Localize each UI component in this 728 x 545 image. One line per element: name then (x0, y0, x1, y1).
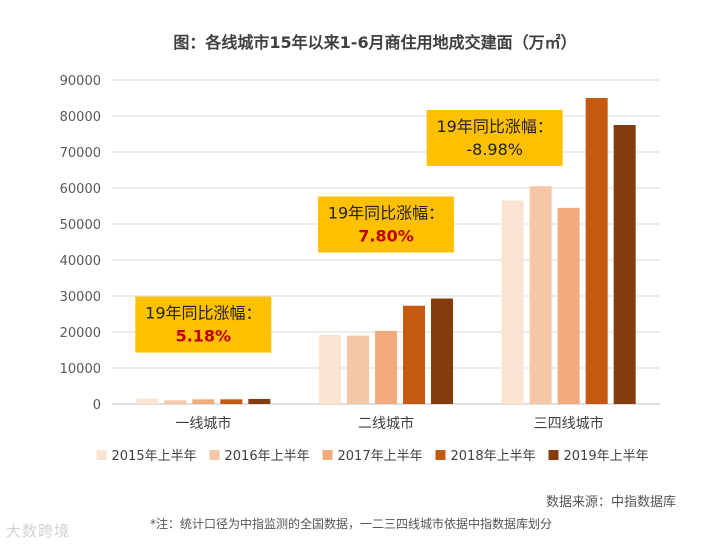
legend-swatch (548, 450, 559, 460)
annotation-label: 19年同比涨幅： (328, 204, 444, 223)
legend-item: 2016年上半年 (209, 449, 310, 464)
legend-item: 2019年上半年 (548, 449, 649, 464)
annotation-value: 7.80% (358, 227, 414, 246)
annotation-label: 19年同比涨幅： (145, 304, 261, 323)
x-tick-label: 一线城市 (175, 415, 231, 432)
annotation-box: 19年同比涨幅： 5.18% (135, 296, 272, 353)
y-tick-label: 0 (93, 398, 101, 413)
legend-item: 2018年上半年 (435, 449, 536, 464)
watermark: 大数跨境 (6, 522, 71, 540)
bar (375, 330, 397, 404)
bar (347, 335, 369, 404)
legend-swatch (435, 450, 446, 460)
y-tick-label: 50000 (60, 218, 101, 233)
legend-label: 2019年上半年 (564, 449, 649, 464)
annotation-value: -8.98% (466, 140, 523, 159)
x-axis-ticks: 一线城市 二线城市 三四线城市 (175, 415, 603, 432)
legend-label: 2018年上半年 (451, 449, 536, 464)
bars (136, 98, 636, 404)
y-tick-label: 30000 (60, 290, 101, 305)
y-tick-label: 60000 (60, 182, 101, 197)
bar (501, 200, 524, 404)
bar (529, 186, 552, 404)
legend-swatch (322, 450, 333, 460)
legend-item: 2015年上半年 (96, 449, 197, 464)
legend-swatch (96, 450, 107, 460)
annotation-box: 19年同比涨幅： 7.80% (318, 196, 454, 253)
legend: 2015年上半年 2016年上半年 2017年上半年 2018年上半年 2019年上半年 (96, 449, 649, 464)
legend-label: 2016年上半年 (225, 449, 310, 464)
y-tick-label: 20000 (60, 326, 101, 341)
y-tick-label: 80000 (60, 110, 101, 125)
y-tick-label: 70000 (60, 146, 101, 161)
bar (403, 305, 425, 404)
chart-title: 图：各线城市15年以来1-6月商住用地成交建面（万㎡） (173, 33, 576, 52)
legend-item: 2017年上半年 (322, 449, 423, 464)
legend-label: 2017年上半年 (338, 449, 423, 464)
bar (192, 399, 215, 404)
footnote: *注：统计口径为中指监测的全国数据，一二三四线城市依据中指数据库划分 (150, 517, 553, 531)
annotation-value: 5.18% (176, 327, 232, 346)
bar (431, 298, 453, 404)
bar (585, 98, 608, 404)
bar (136, 398, 159, 404)
y-tick-label: 40000 (60, 254, 101, 269)
bar (613, 125, 636, 404)
y-tick-label: 90000 (60, 74, 101, 89)
annotation-background (318, 196, 454, 253)
bar (220, 399, 243, 404)
annotation-box: 19年同比涨幅： -8.98% (426, 110, 563, 166)
bar (557, 207, 580, 404)
bar (164, 400, 187, 404)
annotation-background (426, 110, 563, 166)
bar (248, 398, 271, 404)
y-tick-label: 10000 (60, 362, 101, 377)
annotations: 19年同比涨幅： 5.18% 19年同比涨幅： 7.80% 19年同比涨幅： -8.98% (135, 110, 563, 353)
legend-swatch (209, 450, 220, 460)
legend-label: 2015年上半年 (112, 449, 197, 464)
x-tick-label: 三四线城市 (534, 415, 604, 432)
bar (319, 334, 341, 404)
source-note: 数据来源：中指数据库 (545, 495, 676, 510)
annotation-background (135, 296, 272, 353)
y-axis-ticks: 0 10000 20000 30000 40000 50000 60000 70000 8000… (60, 74, 101, 413)
x-tick-label: 二线城市 (358, 415, 414, 432)
annotation-label: 19年同比涨幅： (436, 117, 552, 136)
